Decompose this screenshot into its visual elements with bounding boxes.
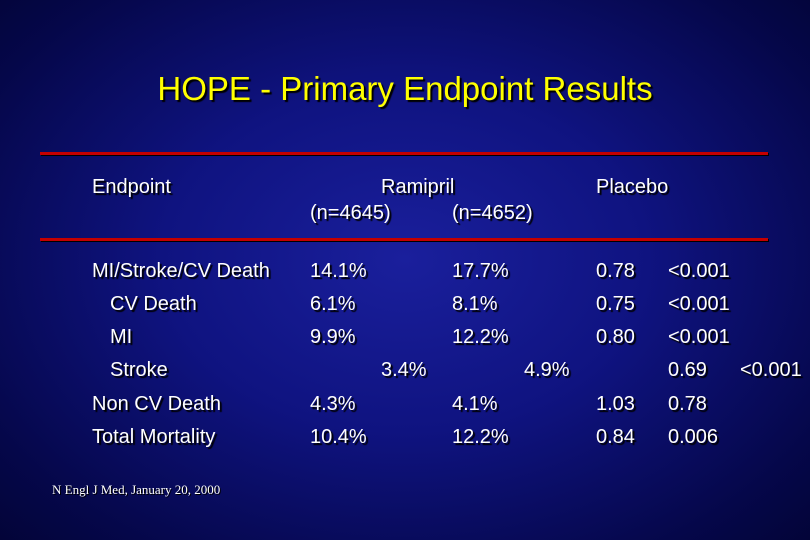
- header-ramipril-n: (n=4645): [310, 202, 391, 224]
- source-citation: N Engl J Med, January 20, 2000: [52, 482, 221, 497]
- row-placebo: 4.1%: [452, 393, 498, 415]
- header-ramipril: Ramipril: [381, 176, 455, 198]
- row-ramipril: 6.1%: [310, 293, 356, 315]
- row-p: 0.006: [668, 426, 719, 448]
- table-header-rule: [40, 238, 768, 241]
- row-ramipril: 10.4%: [310, 426, 367, 448]
- row-rr: 0.69: [668, 359, 707, 381]
- row-endpoint: Non CV Death: [92, 393, 221, 415]
- table-top-rule: [40, 152, 768, 155]
- row-p: <0.001: [668, 293, 730, 315]
- row-rr: 1.03: [596, 393, 635, 415]
- row-endpoint: Total Mortality: [92, 426, 216, 448]
- row-ramipril: 14.1%: [310, 260, 367, 282]
- row-rr: 0.78: [596, 260, 635, 282]
- row-endpoint: CV Death: [110, 293, 197, 315]
- row-placebo: 4.9%: [524, 359, 570, 381]
- header-endpoint: Endpoint: [92, 176, 171, 198]
- row-placebo: 17.7%: [452, 260, 509, 282]
- row-p: <0.001: [740, 359, 802, 381]
- row-endpoint: Stroke: [110, 359, 168, 381]
- header-placebo-n: (n=4652): [452, 202, 533, 224]
- row-p: 0.78: [668, 393, 707, 415]
- row-placebo: 12.2%: [452, 426, 509, 448]
- row-p: <0.001: [668, 326, 730, 348]
- header-placebo: Placebo: [596, 176, 669, 198]
- row-rr: 0.75: [596, 293, 635, 315]
- row-ramipril: 4.3%: [310, 393, 356, 415]
- row-endpoint: MI: [110, 326, 133, 348]
- row-placebo: 12.2%: [452, 326, 509, 348]
- row-placebo: 8.1%: [452, 293, 498, 315]
- row-endpoint: MI/Stroke/CV Death: [92, 260, 270, 282]
- slide-title: HOPE - Primary Endpoint Results: [157, 70, 653, 107]
- row-rr: 0.80: [596, 326, 635, 348]
- row-ramipril: 9.9%: [310, 326, 356, 348]
- row-rr: 0.84: [596, 426, 635, 448]
- row-p: <0.001: [668, 260, 730, 282]
- row-ramipril: 3.4%: [381, 359, 427, 381]
